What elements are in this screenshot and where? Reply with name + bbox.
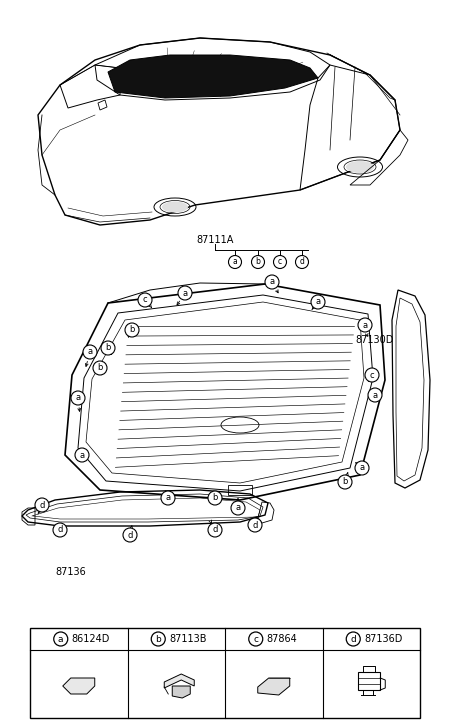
Circle shape <box>296 255 309 268</box>
Text: a: a <box>87 348 93 356</box>
Text: d: d <box>351 635 356 643</box>
Text: d: d <box>300 257 305 267</box>
Text: a: a <box>373 390 378 400</box>
Polygon shape <box>108 55 318 98</box>
Text: 87111A: 87111A <box>196 235 234 245</box>
Text: b: b <box>105 343 111 353</box>
Bar <box>30 628 420 718</box>
Circle shape <box>125 323 139 337</box>
Text: d: d <box>57 526 63 534</box>
Text: 87136: 87136 <box>55 567 86 577</box>
Text: b: b <box>129 326 135 334</box>
Text: a: a <box>182 289 188 297</box>
Text: b: b <box>212 494 218 502</box>
Circle shape <box>123 528 137 542</box>
Text: b: b <box>155 635 161 643</box>
Circle shape <box>178 286 192 300</box>
Circle shape <box>346 632 360 646</box>
Text: b: b <box>342 478 348 486</box>
Circle shape <box>229 255 242 268</box>
Text: a: a <box>76 393 81 403</box>
Circle shape <box>249 632 263 646</box>
Text: c: c <box>278 257 282 267</box>
Circle shape <box>35 498 49 512</box>
Text: a: a <box>362 321 368 329</box>
Circle shape <box>355 461 369 475</box>
Circle shape <box>83 345 97 359</box>
Text: 87136D: 87136D <box>364 634 403 644</box>
Ellipse shape <box>346 161 374 173</box>
Text: d: d <box>39 500 45 510</box>
Text: 86124D: 86124D <box>72 634 110 644</box>
Circle shape <box>231 501 245 515</box>
Text: a: a <box>315 297 320 307</box>
Text: d: d <box>127 531 133 539</box>
Circle shape <box>311 295 325 309</box>
Polygon shape <box>63 678 95 694</box>
Circle shape <box>338 475 352 489</box>
Polygon shape <box>172 686 190 698</box>
Circle shape <box>54 632 68 646</box>
Text: b: b <box>97 364 103 372</box>
Text: 87113B: 87113B <box>169 634 207 644</box>
Ellipse shape <box>162 201 188 212</box>
Polygon shape <box>258 678 290 695</box>
Text: a: a <box>80 451 85 459</box>
Text: a: a <box>166 494 171 502</box>
Text: d: d <box>212 526 218 534</box>
Circle shape <box>151 632 165 646</box>
Text: c: c <box>253 635 258 643</box>
Text: d: d <box>252 521 258 529</box>
Circle shape <box>265 275 279 289</box>
Circle shape <box>75 448 89 462</box>
Circle shape <box>208 491 222 505</box>
Text: 87864: 87864 <box>267 634 297 644</box>
Circle shape <box>161 491 175 505</box>
Circle shape <box>101 341 115 355</box>
Text: a: a <box>360 464 364 473</box>
Circle shape <box>93 361 107 375</box>
Text: a: a <box>235 504 241 513</box>
Text: a: a <box>58 635 63 643</box>
Text: 87130D: 87130D <box>355 335 393 345</box>
Circle shape <box>368 388 382 402</box>
Circle shape <box>138 293 152 307</box>
Text: b: b <box>256 257 261 267</box>
Text: a: a <box>270 278 274 286</box>
Circle shape <box>252 255 265 268</box>
Text: c: c <box>143 295 147 305</box>
Text: a: a <box>233 257 238 267</box>
Bar <box>358 672 380 690</box>
Circle shape <box>365 368 379 382</box>
Text: c: c <box>370 371 374 379</box>
Circle shape <box>358 318 372 332</box>
Circle shape <box>208 523 222 537</box>
Circle shape <box>274 255 287 268</box>
Circle shape <box>248 518 262 532</box>
Polygon shape <box>164 674 194 688</box>
Circle shape <box>71 391 85 405</box>
Circle shape <box>53 523 67 537</box>
